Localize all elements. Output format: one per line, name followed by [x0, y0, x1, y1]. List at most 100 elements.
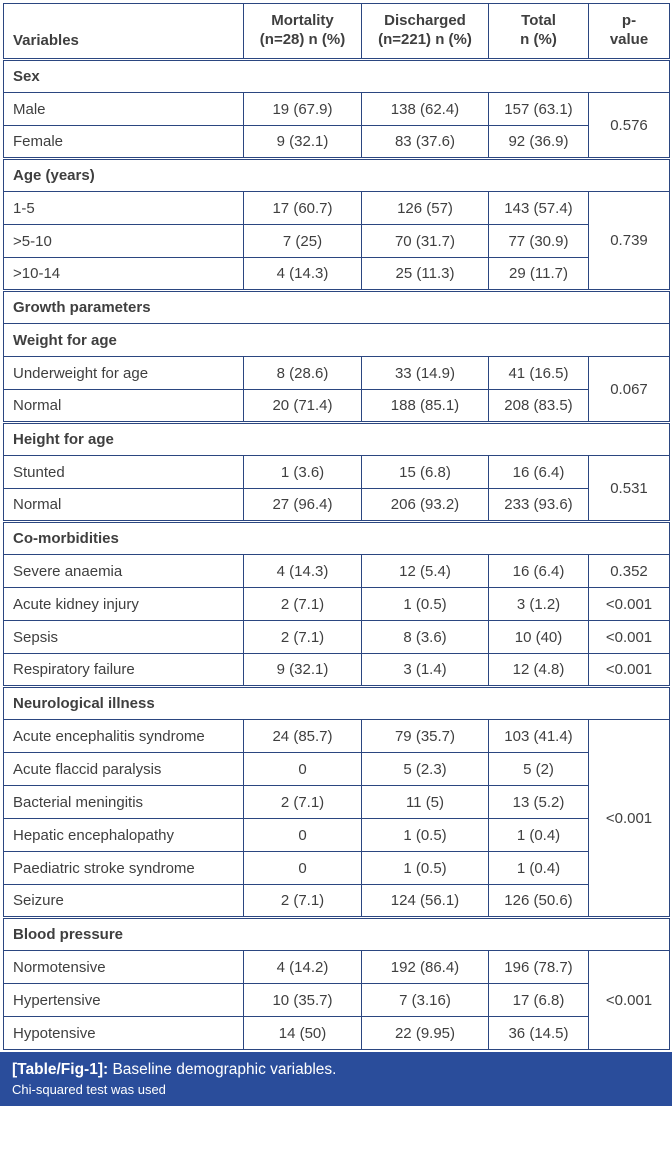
total-value-cell: 126 (50.6)	[488, 884, 589, 918]
discharged-value-cell: 79 (35.7)	[361, 719, 489, 753]
baseline-demographics-table: Variables Mortality (n=28) n (%) Dischar…	[3, 3, 670, 1050]
total-value-cell: 16 (6.4)	[488, 554, 589, 588]
discharged-value-cell: 83 (37.6)	[361, 125, 489, 159]
row-label-cell: Normal	[3, 389, 244, 423]
row-label-cell: Hypertensive	[3, 983, 244, 1017]
column-header-discharged: Discharged (n=221) n (%)	[361, 3, 489, 60]
discharged-value-cell: 124 (56.1)	[361, 884, 489, 918]
total-value-cell: 5 (2)	[488, 752, 589, 786]
section-label: Growth parameters	[3, 289, 670, 324]
column-header-sublabel: (n=221) n (%)	[378, 31, 472, 48]
table-row: Normotensive 4 (14.2) 192 (86.4) 196 (78.7)…	[3, 950, 670, 1050]
table-caption-bar: [Table/Fig-1]: Baseline demographic vari…	[0, 1052, 672, 1106]
total-value-cell: 36 (14.5)	[488, 1016, 589, 1050]
section-row: Sex	[3, 58, 670, 93]
total-value-cell: 157 (63.1)	[488, 92, 589, 126]
section-row: Height for age	[3, 421, 670, 456]
column-header-variables: Variables	[3, 3, 244, 60]
column-header-mortality: Mortality (n=28) n (%)	[243, 3, 362, 60]
row-label-cell: Respiratory failure	[3, 653, 244, 687]
p-value-cell: <0.001	[588, 719, 670, 918]
table-row: Sepsis 2 (7.1) 8 (3.6) 10 (40) <0.001	[3, 620, 670, 654]
row-label-cell: Female	[3, 125, 244, 159]
table-body: Sex Male 19 (67.9) 138 (62.4) 157 (63.1) 0.57…	[3, 58, 670, 1050]
row-label-cell: >5-10	[3, 224, 244, 258]
section-label: Sex	[3, 58, 670, 93]
discharged-value-cell: 188 (85.1)	[361, 389, 489, 423]
p-value-cell: <0.001	[588, 587, 670, 621]
section-label: Neurological illness	[3, 685, 670, 720]
discharged-value-cell: 7 (3.16)	[361, 983, 489, 1017]
table-row: Hypertensive 10 (35.7) 7 (3.16) 17 (6.8)	[3, 983, 670, 1017]
mortality-value-cell: 0	[243, 752, 362, 786]
p-value-cell: <0.001	[588, 950, 670, 1050]
p-value-cell: 0.576	[588, 92, 670, 159]
row-label-cell: Paediatric stroke syndrome	[3, 851, 244, 885]
row-label-cell: Normal	[3, 488, 244, 522]
discharged-value-cell: 8 (3.6)	[361, 620, 489, 654]
mortality-value-cell: 2 (7.1)	[243, 785, 362, 819]
table-row: Hepatic encephalopathy 0 1 (0.5) 1 (0.4)	[3, 818, 670, 852]
p-value-cell: <0.001	[588, 653, 670, 687]
table-row: Seizure 2 (7.1) 124 (56.1) 126 (50.6)	[3, 884, 670, 918]
table-row: Severe anaemia 4 (14.3) 12 (5.4) 16 (6.4) 0.…	[3, 554, 670, 588]
table-row: Female 9 (32.1) 83 (37.6) 92 (36.9)	[3, 125, 670, 159]
column-header-label: Total	[521, 12, 556, 30]
row-label-cell: Hypotensive	[3, 1016, 244, 1050]
mortality-value-cell: 10 (35.7)	[243, 983, 362, 1017]
row-label-cell: Acute flaccid paralysis	[3, 752, 244, 786]
discharged-value-cell: 33 (14.9)	[361, 356, 489, 390]
discharged-value-cell: 12 (5.4)	[361, 554, 489, 588]
total-value-cell: 13 (5.2)	[488, 785, 589, 819]
section-row: Neurological illness	[3, 685, 670, 720]
section-label: Co-morbidities	[3, 520, 670, 555]
table-row: Respiratory failure 9 (32.1) 3 (1.4) 12 (4.…	[3, 653, 670, 687]
mortality-value-cell: 4 (14.3)	[243, 554, 362, 588]
caption-line: [Table/Fig-1]: Baseline demographic vari…	[12, 1060, 662, 1079]
column-header-p-value: p- value	[588, 3, 670, 60]
mortality-value-cell: 27 (96.4)	[243, 488, 362, 522]
section-label: Weight for age	[3, 323, 670, 357]
table-row: >5-10 7 (25) 70 (31.7) 77 (30.9)	[3, 224, 670, 258]
section-row: Blood pressure	[3, 916, 670, 951]
row-label-cell: Stunted	[3, 455, 244, 489]
column-header-total: Total n (%)	[488, 3, 589, 60]
table-row: Acute kidney injury 2 (7.1) 1 (0.5) 3 (1.2)…	[3, 587, 670, 621]
table-header: Variables Mortality (n=28) n (%) Dischar…	[3, 3, 670, 60]
table-row: Paediatric stroke syndrome 0 1 (0.5) 1 (0.4…	[3, 851, 670, 885]
column-header-sublabel: n (%)	[520, 31, 557, 48]
discharged-value-cell: 3 (1.4)	[361, 653, 489, 687]
row-label-cell: 1-5	[3, 191, 244, 225]
discharged-value-cell: 192 (86.4)	[361, 950, 489, 984]
total-value-cell: 103 (41.4)	[488, 719, 589, 753]
mortality-value-cell: 4 (14.2)	[243, 950, 362, 984]
mortality-value-cell: 9 (32.1)	[243, 125, 362, 159]
caption-figure-label: [Table/Fig-1]:	[12, 1061, 109, 1078]
row-label-cell: Acute encephalitis syndrome	[3, 719, 244, 753]
table-row: Acute encephalitis syndrome 24 (85.7) 79 (…	[3, 719, 670, 918]
table-row: Normal 27 (96.4) 206 (93.2) 233 (93.6)	[3, 488, 670, 522]
p-value-cell: 0.531	[588, 455, 670, 522]
p-value-cell: 0.739	[588, 191, 670, 291]
table-row: Bacterial meningitis 2 (7.1) 11 (5) 13 (5.2…	[3, 785, 670, 819]
discharged-value-cell: 1 (0.5)	[361, 587, 489, 621]
section-row: Growth parameters	[3, 289, 670, 324]
mortality-value-cell: 1 (3.6)	[243, 455, 362, 489]
table-row: >10-14 4 (14.3) 25 (11.3) 29 (11.7)	[3, 257, 670, 291]
section-label: Age (years)	[3, 157, 670, 192]
mortality-value-cell: 19 (67.9)	[243, 92, 362, 126]
row-label-cell: Seizure	[3, 884, 244, 918]
mortality-value-cell: 17 (60.7)	[243, 191, 362, 225]
table-row: Hypotensive 14 (50) 22 (9.95) 36 (14.5)	[3, 1016, 670, 1050]
total-value-cell: 92 (36.9)	[488, 125, 589, 159]
total-value-cell: 12 (4.8)	[488, 653, 589, 687]
column-header-label: Variables	[13, 32, 79, 50]
row-label-cell: Normotensive	[3, 950, 244, 984]
mortality-value-cell: 2 (7.1)	[243, 884, 362, 918]
caption-title: Baseline demographic variables.	[108, 1061, 337, 1078]
mortality-value-cell: 7 (25)	[243, 224, 362, 258]
table-row: Normal 20 (71.4) 188 (85.1) 208 (83.5)	[3, 389, 670, 423]
row-label-cell: Male	[3, 92, 244, 126]
total-value-cell: 16 (6.4)	[488, 455, 589, 489]
discharged-value-cell: 22 (9.95)	[361, 1016, 489, 1050]
